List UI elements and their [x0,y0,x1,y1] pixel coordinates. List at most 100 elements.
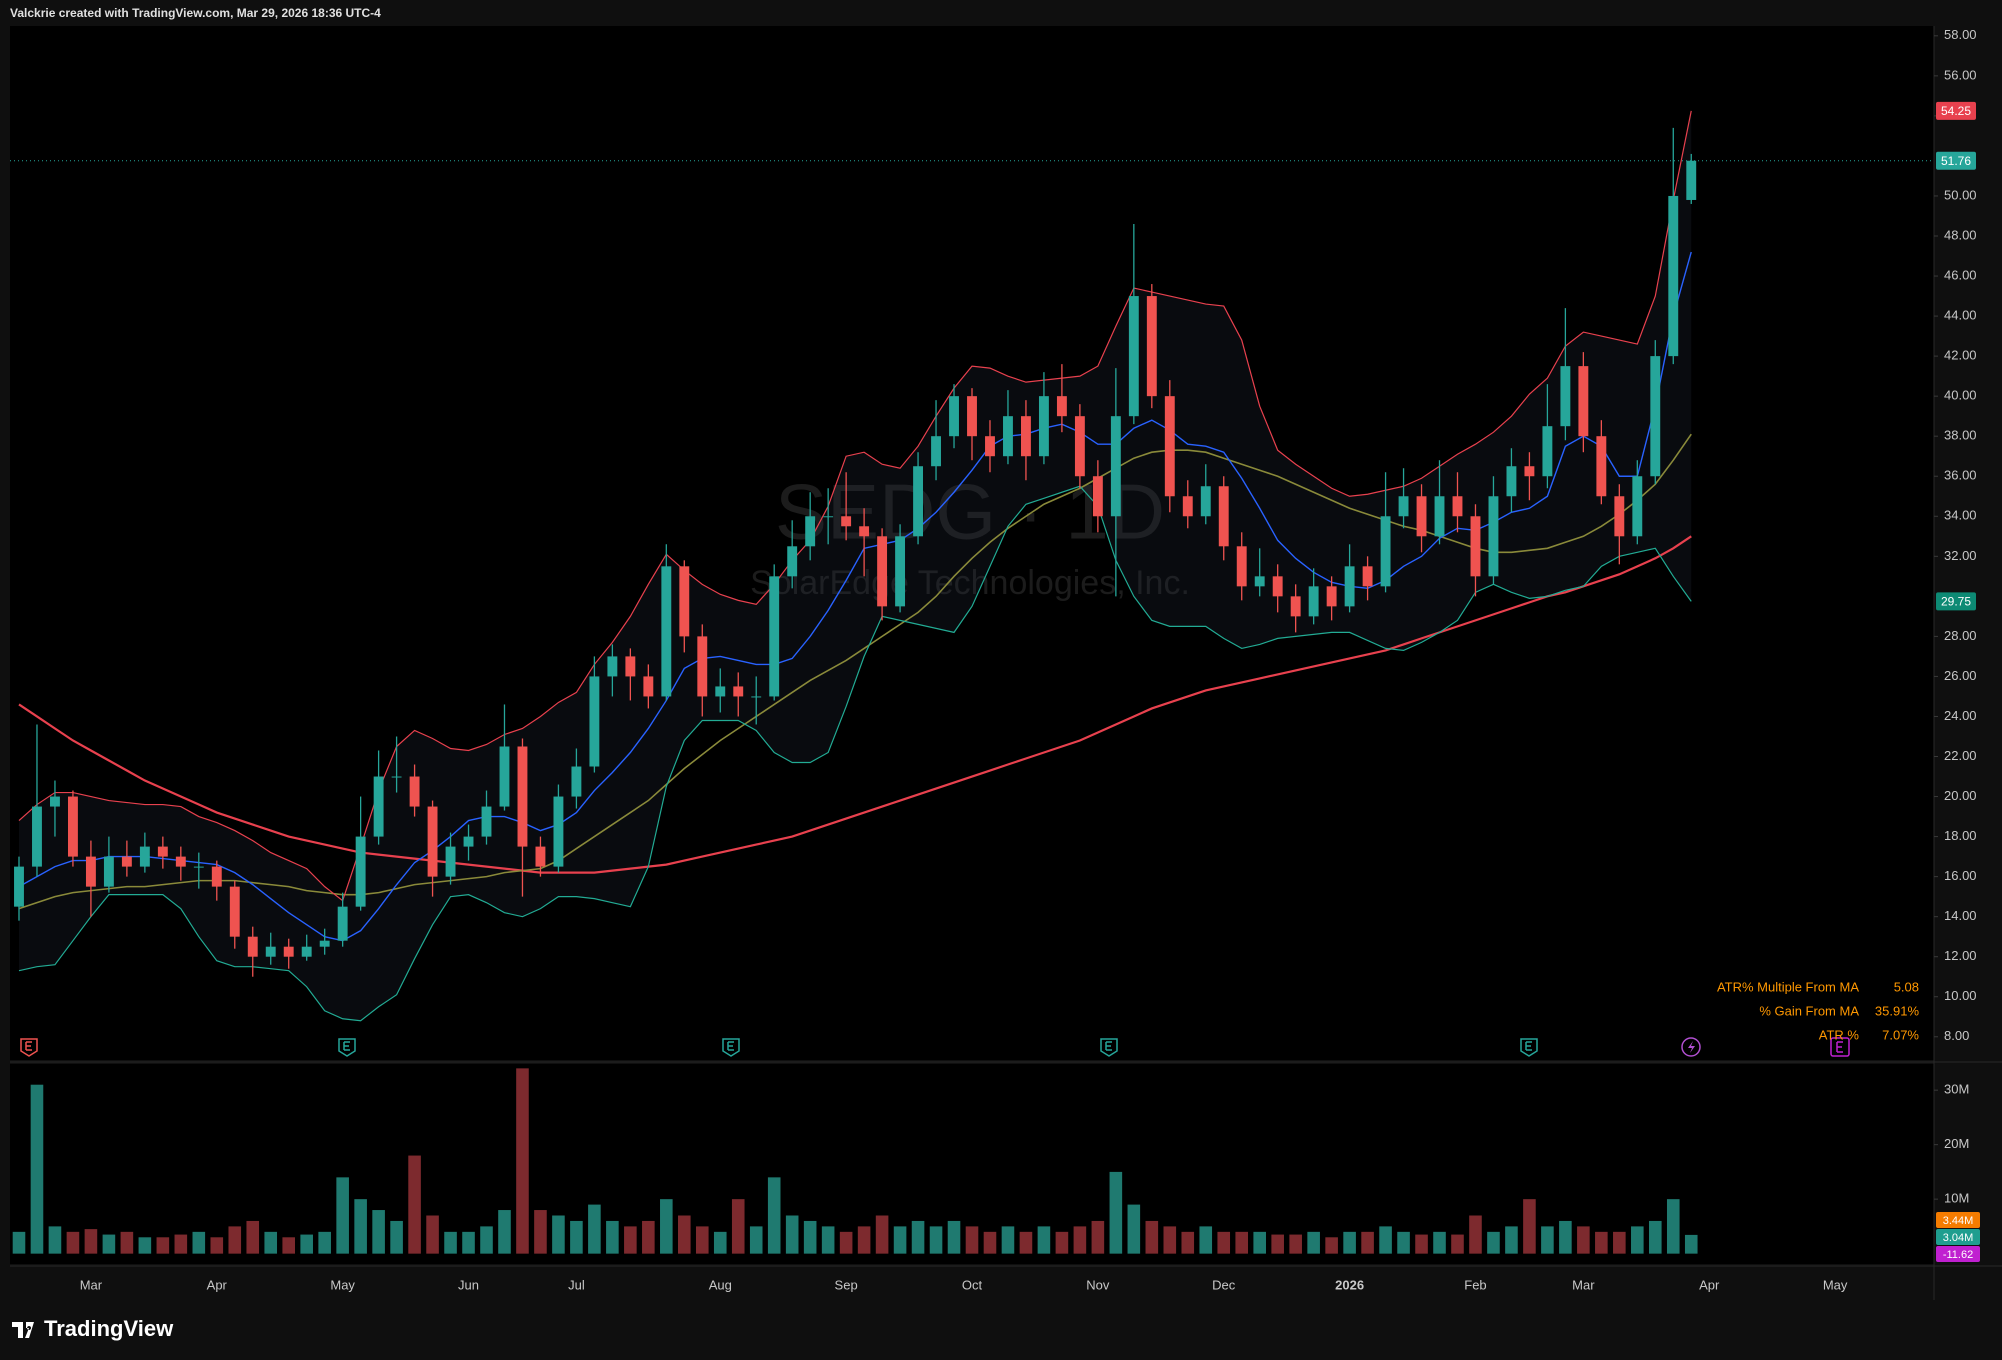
candle-body [679,566,690,637]
volume-badge [1936,1212,1980,1228]
candle-body [1003,416,1013,457]
bb-upper-line [18,110,1692,902]
candle-body [211,866,222,887]
candle-body [1236,546,1247,587]
volume-bar [1289,1234,1302,1254]
candle-body [1200,486,1211,517]
volume-bar [749,1226,763,1254]
candle-body [607,656,618,677]
candle-body [1470,516,1481,577]
candle-body [1092,476,1103,517]
volume-bar [12,1231,26,1254]
candle-body [1380,516,1391,587]
x-tick-label: Nov [1086,1277,1110,1292]
volume-bar [1343,1231,1356,1254]
volume-bar [66,1231,80,1254]
stats-table: ATR% Multiple From MA 5.08 % Gain From MA 3… [1717,979,1920,1042]
line-layer [18,110,1692,1022]
brand-name[interactable]: TradingView [44,1316,174,1341]
volume-bar [1559,1220,1572,1254]
candle-body [67,796,78,857]
volume-bar [534,1210,547,1254]
dividend-icon [1681,1037,1701,1057]
candle-body [733,686,744,697]
candle-body [1488,496,1499,577]
stat-label: ATR % [1819,1027,1860,1042]
candle-body [1506,466,1517,497]
y-tick-label: 22.00 [1944,748,1977,763]
volume-bar [498,1210,511,1254]
volume-bar [1145,1220,1159,1254]
candle-body [517,746,528,847]
volume-bar [480,1226,493,1254]
candle-body [787,546,798,577]
candle-body [247,936,258,957]
volume-bar [713,1231,727,1254]
volume-bar [1631,1226,1644,1254]
candle-body [445,846,456,877]
volume-bar [516,1068,529,1254]
stat-value: 35.91% [1875,1003,1920,1018]
x-tick-label: Feb [1464,1277,1486,1292]
y-tick-label: 40.00 [1944,388,1977,403]
volume-bar [1541,1226,1554,1254]
candle-body [32,806,42,867]
candle-body [697,636,708,697]
candle-body [265,946,276,957]
candle-body [337,906,348,941]
stat-value: 7.07% [1882,1027,1919,1042]
candle-body [85,856,96,887]
candle-body [949,396,959,437]
volume-bar [1037,1226,1051,1254]
volume-bar [30,1084,44,1254]
x-tick-label: Apr [1699,1277,1720,1292]
volume-bar [911,1220,925,1254]
y-tick-label: 32.00 [1944,548,1977,563]
x-tick-label: Apr [207,1277,228,1292]
x-tick-label: Aug [709,1277,732,1292]
candle-body [50,796,60,807]
candle-body [1398,496,1409,517]
candle-body [121,856,132,867]
candle-body [1074,416,1085,477]
volume-bar [300,1234,313,1254]
volume-bar [120,1231,134,1254]
x-tick-label: Dec [1212,1277,1236,1292]
watermark-subtitle: SolarEdge Technologies, Inc. [750,564,1190,602]
volume-bar [336,1177,349,1254]
y-tick-label: 20.00 [1944,788,1977,803]
candle-body [625,656,636,677]
earnings-icon [722,1038,740,1057]
candle-body [1434,496,1445,537]
candle-body [913,466,924,537]
upcoming-earnings-icon[interactable] [1830,1037,1850,1057]
candle-body [985,436,995,457]
volume-bar [408,1155,421,1254]
volume-bar [192,1231,206,1254]
volume-tick-label: 20M [1944,1136,1969,1151]
price-badge-label: 54.25 [1941,104,1971,118]
y-tick-label: 44.00 [1944,308,1977,323]
volume-bar [1379,1226,1392,1254]
volume-bar [48,1226,62,1254]
candle-body [373,776,384,837]
volume-bar [1109,1171,1123,1254]
y-tick-label: 28.00 [1944,628,1977,643]
x-tick-label: May [330,1277,355,1292]
candle-body [409,776,420,807]
band-layer [18,110,1692,1021]
candle-body [427,806,438,877]
x-tick-label: Jul [568,1277,585,1292]
header-text: Valckrie created with TradingView.com, M… [10,6,381,20]
logo[interactable] [12,1322,34,1338]
volume-bar [767,1177,781,1254]
candle-body [1254,576,1265,587]
volume-bar [1253,1231,1266,1254]
volume-bar [354,1199,367,1254]
volume-bar [1163,1226,1177,1254]
candle-body [535,846,546,867]
candle-body [355,836,366,907]
volume-bar [1271,1234,1284,1254]
